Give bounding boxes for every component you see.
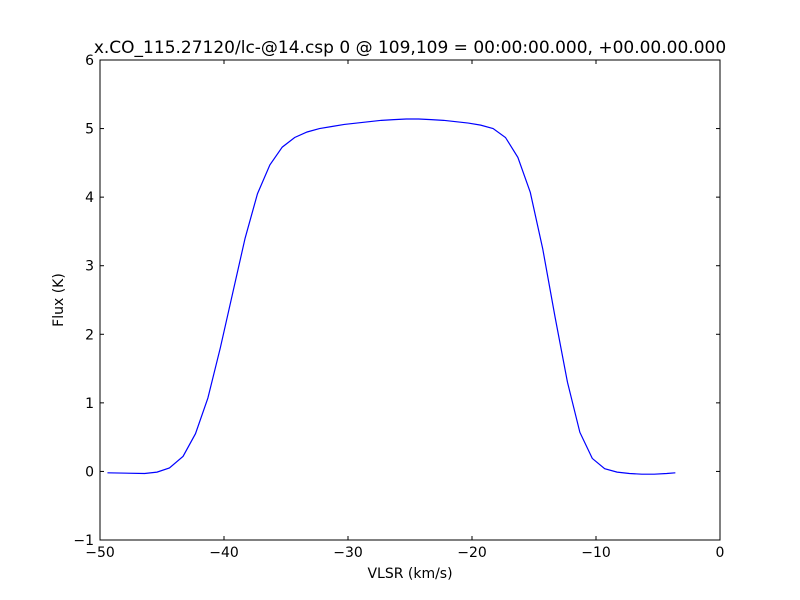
chart-title: x.CO_115.27120/lc-@14.csp 0 @ 109,109 = … [94, 38, 726, 58]
x-tick-label: −40 [209, 545, 239, 561]
y-tick-label: 5 [85, 122, 94, 138]
data-line [107, 118, 676, 475]
y-tick-label: −1 [73, 533, 94, 549]
y-tick-label: 3 [85, 259, 94, 275]
y-tick-label: 2 [85, 327, 94, 343]
x-tick-label: 0 [716, 545, 725, 561]
y-tick-label: 6 [85, 53, 94, 69]
plot-frame [99, 59, 721, 541]
y-tick-label: 0 [85, 464, 94, 480]
x-tick-label: −10 [581, 545, 611, 561]
x-tick-label: −50 [85, 545, 115, 561]
y-tick-label: 4 [85, 190, 94, 206]
x-tick-label: −20 [457, 545, 487, 561]
x-axis-label: VLSR (km/s) [367, 566, 452, 582]
x-tick-label: −30 [333, 545, 363, 561]
y-axis-label: Flux (K) [51, 273, 67, 327]
y-tick-label: 1 [85, 396, 94, 412]
